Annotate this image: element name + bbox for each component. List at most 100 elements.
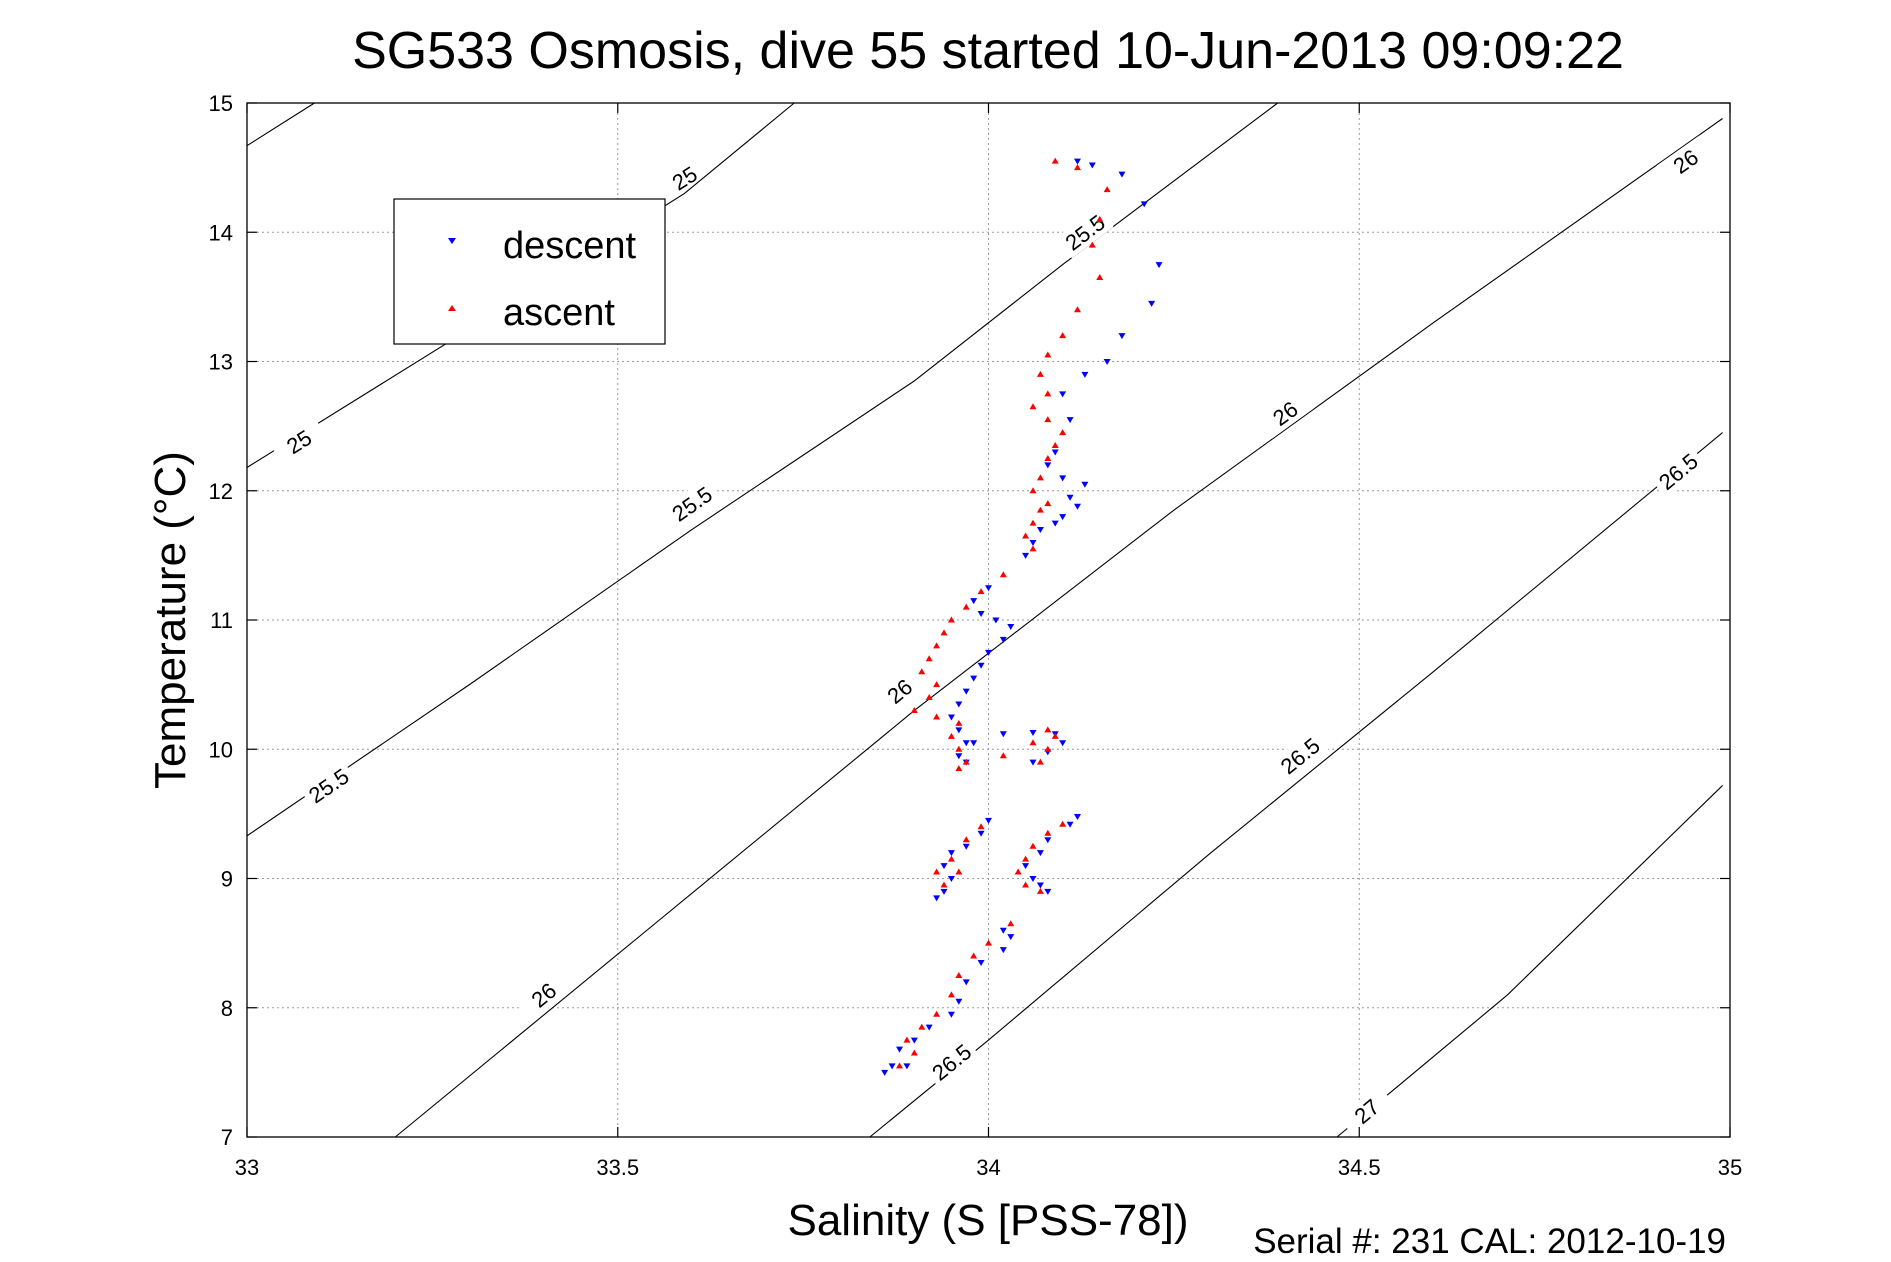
descent-point (1073, 503, 1081, 510)
contour-label-bg (655, 153, 714, 203)
ascent-point (1022, 855, 1030, 862)
ascent-point (955, 745, 963, 752)
descent-point (1051, 520, 1059, 527)
ascent-point (1059, 820, 1067, 827)
descent-point (977, 611, 985, 618)
ascent-point (1036, 758, 1044, 765)
ascent-point (925, 655, 933, 662)
contour-label-bg (269, 416, 328, 467)
contour-label-bg (1656, 135, 1715, 187)
legend-ascent-label: ascent (503, 292, 615, 334)
contour-label-bg (515, 968, 572, 1022)
descent-point (947, 850, 955, 857)
ascent-point (999, 571, 1007, 578)
y-tick-label: 7 (221, 1125, 233, 1150)
descent-point (955, 727, 963, 734)
ascent-series (896, 157, 1111, 1069)
density-contour-26 (394, 118, 1723, 1138)
y-tick-label: 14 (209, 220, 233, 245)
ascent-point (947, 732, 955, 739)
ascent-point (1029, 842, 1037, 849)
ascent-point (985, 939, 992, 946)
descent-point (1022, 863, 1030, 870)
contour-label-group: 27 (1338, 1084, 1395, 1138)
descent-point (1029, 729, 1037, 736)
grid-lines (247, 103, 1730, 1137)
ascent-point (955, 719, 963, 726)
legend-ascent-marker (448, 305, 456, 311)
descent-point (999, 947, 1007, 954)
ascent-point (1044, 500, 1052, 507)
ascent-point (955, 971, 963, 978)
descent-point (955, 701, 963, 708)
legend-descent-label: descent (503, 225, 637, 267)
ascent-point (933, 868, 941, 875)
descent-point (999, 927, 1007, 934)
descent-point (1066, 821, 1074, 828)
y-tick-label: 10 (209, 737, 233, 762)
descent-point (947, 876, 955, 882)
descent-point (962, 979, 970, 986)
descent-point (947, 714, 955, 721)
ascent-point (1029, 487, 1037, 494)
ascent-point (1051, 442, 1059, 449)
ascent-point (947, 991, 955, 998)
ascent-point (955, 765, 963, 772)
descent-point (977, 830, 985, 837)
density-contour-27 (1336, 785, 1723, 1138)
ascent-point (1029, 739, 1037, 746)
y-tick-label: 15 (209, 91, 233, 116)
descent-point (1022, 552, 1030, 559)
descent-point (910, 1037, 918, 1044)
descent-point (1081, 371, 1089, 378)
ascent-point (1073, 164, 1081, 171)
ascent-point (1022, 532, 1030, 539)
descent-point (1103, 359, 1111, 365)
ascent-point (1036, 474, 1044, 481)
y-axis-label: Temperature (°C) (146, 451, 195, 789)
descent-point (1066, 494, 1074, 501)
contour-label-bg (1338, 1084, 1395, 1138)
descent-point (970, 740, 978, 747)
ascent-point (977, 823, 985, 830)
ascent-point (1044, 829, 1052, 836)
descent-point (985, 585, 992, 592)
ascent-point (947, 855, 955, 862)
ascent-point (1044, 416, 1052, 423)
descent-point (992, 617, 1000, 624)
ascent-point (940, 881, 948, 888)
descent-point (925, 1024, 933, 1031)
descent-point (977, 662, 985, 669)
x-axis-label: Salinity (S [PSS-78]) (787, 1196, 1188, 1245)
ascent-point (1014, 868, 1022, 875)
descent-point (1036, 527, 1044, 534)
ascent-point (933, 1010, 941, 1017)
x-tick-label: 35 (1718, 1155, 1742, 1180)
ascent-point (1088, 241, 1096, 248)
ascent-point (1059, 429, 1067, 436)
descent-point (1044, 888, 1052, 895)
descent-point (1059, 740, 1067, 747)
contour-label-bg (871, 664, 928, 718)
descent-point (940, 888, 948, 895)
descent-point (970, 598, 978, 605)
legend-box (393, 198, 666, 345)
descent-point (933, 895, 941, 902)
x-tick-labels: 33 33.5 34 34.5 35 (235, 1155, 1742, 1180)
ascent-point (962, 758, 970, 765)
ascent-point (1073, 306, 1081, 313)
contour-label-bg (1256, 387, 1314, 439)
ascent-point (933, 681, 941, 688)
descent-point (1059, 475, 1067, 482)
ascent-point (910, 1049, 918, 1056)
descent-point (940, 863, 948, 870)
contour-label-group: 25 (269, 416, 328, 467)
descent-series (881, 158, 1163, 1076)
x-tick-label: 34.5 (1338, 1155, 1381, 1180)
descent-point (1148, 300, 1156, 307)
ascent-point (1044, 351, 1052, 358)
descent-point (985, 649, 992, 656)
descent-point (888, 1063, 896, 1070)
descent-point (970, 675, 978, 682)
ascent-point (1059, 332, 1067, 339)
